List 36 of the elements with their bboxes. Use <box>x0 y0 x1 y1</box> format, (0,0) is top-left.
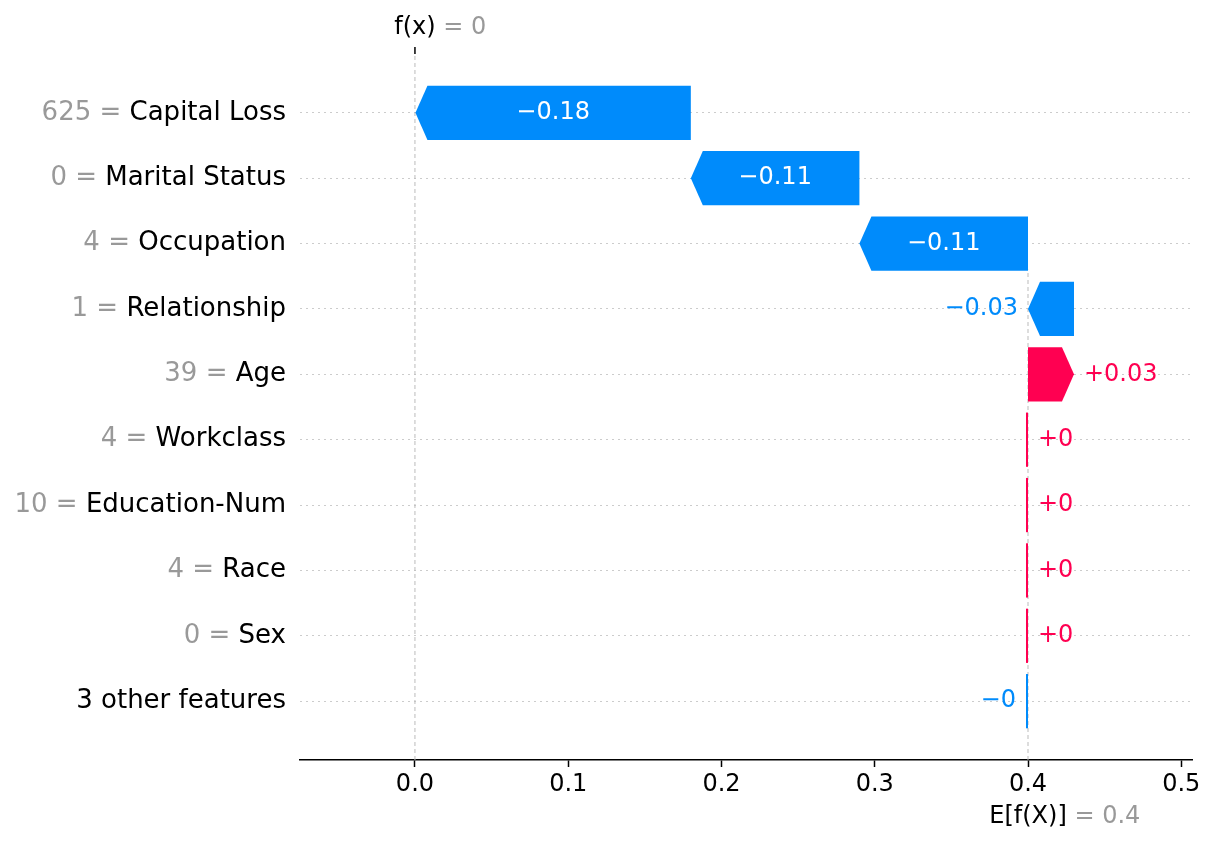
data-label: +0 <box>1038 554 1074 583</box>
data-label: −0.11 <box>738 162 812 191</box>
bar <box>1026 412 1029 467</box>
x-tick-label: 0.2 <box>702 768 741 797</box>
data-label: −0.11 <box>906 227 981 256</box>
x-tick-label: 0.3 <box>855 768 894 797</box>
y-tick-label: 3 other features <box>76 683 286 714</box>
y-tick-label: 4 = Race <box>167 553 286 584</box>
x-tick-label: 0.5 <box>1162 768 1201 797</box>
bar <box>690 151 860 206</box>
data-label: +0.03 <box>1083 358 1158 387</box>
data-label: +0 <box>1038 620 1074 649</box>
bar <box>1026 543 1029 598</box>
y-tick-label: 0 = Sex <box>183 618 286 649</box>
x-tick-label: 0.0 <box>395 768 435 797</box>
x-tick-label: 0.4 <box>1008 768 1048 797</box>
y-tick-label: 10 = Education-Num <box>14 487 286 518</box>
y-tick-label: 1 = Relationship <box>71 291 286 322</box>
y-tick-label: 4 = Occupation <box>83 226 286 257</box>
data-label: −0.03 <box>944 293 1019 322</box>
ref-line-label: f(x) = 0 <box>394 12 487 41</box>
bar <box>1026 674 1029 729</box>
data-label: −0.18 <box>516 97 590 126</box>
bar <box>415 85 691 140</box>
data-label: +0 <box>1038 423 1074 452</box>
bar <box>1026 477 1029 533</box>
data-label: +0 <box>1038 489 1074 518</box>
data-label: −0 <box>980 685 1017 714</box>
bar <box>859 216 1029 271</box>
x-tick-label: 0.1 <box>549 768 588 797</box>
ref-line-label: E[f(X)] = 0.4 <box>989 801 1141 830</box>
y-tick-label: 625 = Capital Loss <box>41 95 286 126</box>
bar <box>1026 608 1029 663</box>
y-tick-label: 0 = Marital Status <box>50 160 286 191</box>
y-tick-label: 39 = Age <box>164 357 286 388</box>
y-tick-label: 4 = Workclass <box>100 422 286 453</box>
